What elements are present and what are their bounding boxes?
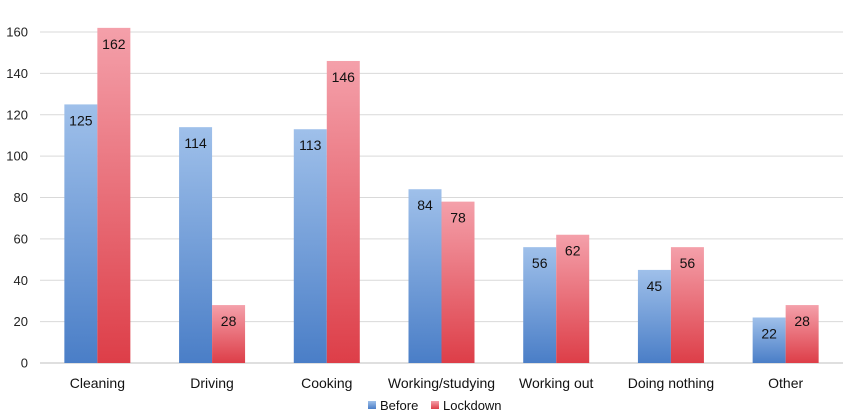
- bar-lockdown-working-out: [556, 234, 590, 363]
- legend: Before Lockdown: [368, 398, 502, 413]
- bar-before-working-studying: [408, 189, 442, 363]
- bar-lockdown-cooking: [326, 60, 360, 364]
- bar-lockdown-doing-nothing: [670, 247, 704, 363]
- y-tick-label: 100: [6, 149, 28, 164]
- bar-before-other: [752, 317, 786, 363]
- x-axis-categories: Cleaning Driving Cooking Working/studying Wo…: [70, 375, 804, 391]
- data-label: 56: [680, 255, 696, 271]
- data-label: 78: [450, 210, 466, 226]
- bar-before-doing-nothing: [637, 269, 671, 363]
- data-label: 84: [417, 197, 433, 213]
- legend-swatch-before: [368, 401, 376, 409]
- bar-lockdown-cleaning: [97, 27, 131, 364]
- x-category-label: Other: [768, 375, 803, 391]
- bar-lockdown-driving: [212, 305, 246, 363]
- legend-label-before: Before: [380, 398, 418, 413]
- y-tick-label: 120: [6, 107, 28, 122]
- x-category-label: Cleaning: [70, 375, 125, 391]
- legend-label-lockdown: Lockdown: [443, 398, 502, 413]
- data-label: 28: [794, 313, 810, 329]
- bar-lockdown-working-studying: [441, 201, 475, 363]
- data-label: 162: [102, 36, 126, 52]
- x-category-label: Working out: [519, 375, 594, 391]
- bar-lockdown-other: [785, 305, 819, 363]
- data-label: 28: [221, 313, 237, 329]
- bar-before-working-out: [523, 247, 557, 363]
- y-tick-label: 80: [14, 190, 28, 205]
- y-tick-label: 20: [14, 314, 28, 329]
- legend-swatch-lockdown: [431, 401, 439, 409]
- data-label: 56: [532, 255, 548, 271]
- x-category-label: Doing nothing: [628, 375, 714, 391]
- y-tick-label: 40: [14, 273, 28, 288]
- bars: [64, 27, 819, 364]
- y-tick-label: 160: [6, 25, 28, 40]
- y-tick-label: 0: [21, 356, 28, 371]
- data-label: 114: [184, 135, 207, 151]
- data-label: 146: [332, 69, 356, 85]
- bar-before-cleaning: [64, 104, 98, 363]
- bar-before-driving: [179, 127, 213, 363]
- y-tick-label: 140: [6, 66, 28, 81]
- data-label: 22: [761, 325, 777, 341]
- data-labels: 125 162 114 28 113 146 84 78 56 62 45 56 22 28: [69, 36, 810, 342]
- data-label: 125: [69, 112, 93, 128]
- data-label: 113: [299, 137, 322, 153]
- x-category-label: Working/studying: [388, 375, 495, 391]
- y-tick-label: 60: [14, 231, 28, 246]
- bar-before-cooking: [293, 129, 327, 363]
- y-axis-ticks: 0 20 40 60 80 100 120 140 160: [6, 25, 28, 371]
- x-category-label: Cooking: [301, 375, 352, 391]
- data-label: 62: [565, 243, 581, 259]
- data-label: 45: [647, 278, 663, 294]
- x-category-label: Driving: [190, 375, 234, 391]
